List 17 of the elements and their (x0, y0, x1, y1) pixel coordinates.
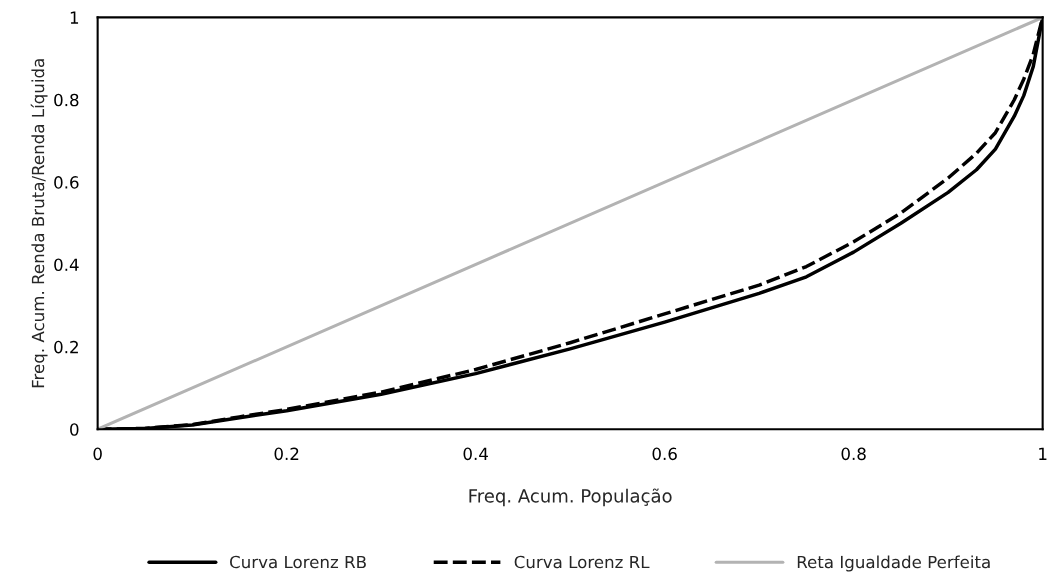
legend-label: Curva Lorenz RB (230, 555, 366, 569)
legend-label: Curva Lorenz RL (514, 555, 650, 569)
legend-label: Reta Igualdade Perfeita (797, 555, 990, 572)
y-tick-label: 0.2 (54, 340, 78, 354)
y-axis-title: Freq. Acum. Renda Bruta/Renda Líquida (30, 59, 48, 388)
y-tick-label: 0.8 (54, 93, 79, 107)
x-tick-label: 0.4 (463, 447, 488, 461)
y-tick-label: 0.4 (54, 258, 79, 272)
x-axis-title: Freq. Acum. População (469, 488, 672, 507)
y-tick-label: 0 (70, 423, 79, 436)
x-tick-label: 0.8 (841, 447, 866, 461)
x-tick-label: 1 (1039, 447, 1047, 460)
x-tick-label: 0.2 (274, 447, 299, 461)
y-tick-label: 0.6 (54, 176, 79, 189)
y-tick-label: 1 (70, 11, 79, 24)
x-tick-label: 0.6 (652, 447, 677, 461)
x-tick-label: 0 (93, 447, 102, 461)
